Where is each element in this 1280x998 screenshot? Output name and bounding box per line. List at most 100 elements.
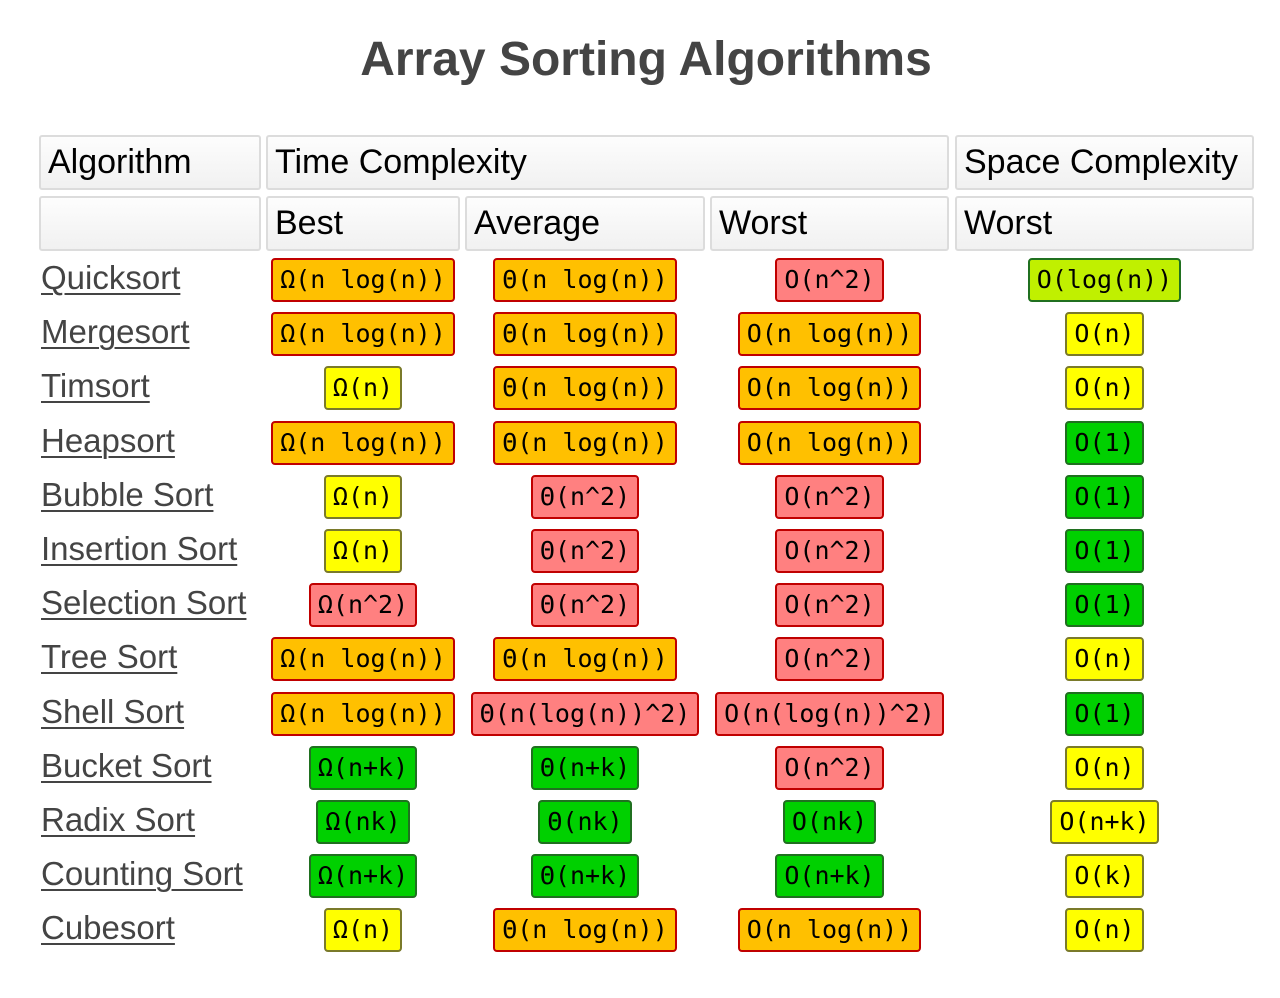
space-cell: O(n): [955, 741, 1254, 795]
complexity-badge: Θ(n+k): [530, 745, 640, 790]
space-cell: O(n): [955, 361, 1254, 415]
best-cell: Ω(n+k): [266, 741, 460, 795]
algorithm-link[interactable]: Bucket Sort: [41, 746, 212, 784]
worst-cell: O(n(log(n))^2): [710, 687, 949, 741]
complexity-badge: O(nk): [782, 800, 877, 844]
worst-cell: O(n log(n)): [710, 307, 949, 361]
algorithm-link[interactable]: Shell Sort: [41, 692, 185, 730]
algorithm-link[interactable]: Heapsort: [41, 421, 175, 459]
complexity-badge: Θ(n log(n)): [493, 366, 677, 411]
complexity-badge: O(k): [1065, 854, 1144, 899]
complexity-badge: Θ(n log(n)): [493, 637, 677, 682]
average-cell: Θ(n log(n)): [465, 307, 705, 361]
space-cell: O(n+k): [955, 795, 1254, 849]
complexity-badge: Ω(n): [323, 474, 403, 519]
best-cell: Ω(n): [266, 361, 460, 415]
complexity-badge: O(n(log(n))^2): [715, 691, 944, 736]
complexity-badge: O(n): [1065, 637, 1144, 682]
average-cell: Θ(n^2): [465, 524, 705, 578]
worst-cell: O(n^2): [710, 632, 949, 686]
algorithm-link[interactable]: Cubesort: [41, 909, 175, 947]
complexity-badge: O(n^2): [775, 474, 884, 519]
algorithm-link[interactable]: Tree Sort: [41, 638, 178, 676]
average-cell: Θ(n^2): [465, 578, 705, 632]
algorithm-link[interactable]: Insertion Sort: [41, 530, 238, 567]
algorithm-link[interactable]: Bubble Sort: [41, 475, 214, 513]
space-cell: O(1): [955, 416, 1254, 470]
complexity-badge: O(1): [1065, 529, 1144, 573]
space-cell: O(log(n)): [955, 253, 1254, 307]
complexity-badge: Θ(n(log(n))^2): [470, 691, 700, 736]
best-cell: Ω(n log(n)): [266, 253, 460, 307]
complexity-badge: Ω(n log(n)): [271, 312, 455, 357]
algorithm-link[interactable]: Radix Sort: [41, 801, 196, 838]
worst-cell: O(n^2): [710, 253, 949, 307]
space-cell: O(k): [955, 849, 1254, 903]
best-cell: Ω(nk): [266, 795, 460, 849]
space-cell: O(1): [955, 524, 1254, 578]
complexity-badge: O(n): [1065, 908, 1144, 953]
page-title: Array Sorting Algorithms: [360, 33, 932, 86]
complexity-badge: O(n log(n)): [737, 908, 922, 953]
complexity-badge: Θ(n log(n)): [493, 258, 677, 302]
space-cell: O(1): [955, 578, 1254, 632]
header-best: Best: [266, 196, 460, 251]
best-cell: Ω(n): [266, 903, 460, 957]
complexity-badge: O(n log(n)): [737, 312, 922, 357]
algorithm-link[interactable]: Quicksort: [41, 259, 181, 296]
complexity-badge: Ω(n+k): [308, 745, 418, 790]
complexity-badge: Ω(n+k): [308, 854, 418, 899]
space-cell: O(1): [955, 687, 1254, 741]
average-cell: Θ(n+k): [465, 741, 705, 795]
header-empty: [39, 196, 261, 251]
best-cell: Ω(n log(n)): [266, 416, 460, 470]
complexity-badge: O(n+k): [1050, 800, 1159, 844]
space-cell: O(1): [955, 470, 1254, 524]
header-worst: Worst: [710, 196, 949, 251]
complexity-badge: Ω(n log(n)): [271, 420, 455, 465]
complexity-badge: Θ(n log(n)): [493, 908, 677, 953]
header-time-complexity: Time Complexity: [266, 135, 949, 190]
algorithm-link[interactable]: Timsort: [41, 367, 150, 405]
complexity-badge: Ω(n): [323, 908, 403, 953]
average-cell: Θ(n+k): [465, 849, 705, 903]
algorithm-link[interactable]: Counting Sort: [41, 855, 243, 893]
best-cell: Ω(n^2): [266, 578, 460, 632]
complexity-badge: O(n^2): [775, 637, 884, 682]
complexity-badge: Θ(n+k): [530, 854, 640, 899]
best-cell: Ω(n+k): [266, 849, 460, 903]
space-cell: O(n): [955, 307, 1254, 361]
header-average: Average: [465, 196, 705, 251]
complexity-badge: O(n^2): [775, 583, 884, 628]
complexity-badge: Θ(n log(n)): [493, 312, 677, 357]
complexity-badge: O(n log(n)): [737, 366, 922, 411]
worst-cell: O(n log(n)): [710, 903, 949, 957]
worst-cell: O(nk): [710, 795, 949, 849]
average-cell: Θ(n log(n)): [465, 632, 705, 686]
complexity-badge: Ω(n): [323, 529, 403, 573]
complexity-badge: O(n): [1065, 312, 1144, 357]
worst-cell: O(n log(n)): [710, 361, 949, 415]
header-algorithm: Algorithm: [39, 135, 261, 190]
complexity-badge: O(n^2): [775, 529, 884, 573]
complexity-badge: Θ(n^2): [530, 474, 640, 519]
algorithm-link[interactable]: Selection Sort: [41, 584, 247, 622]
complexity-badge: O(n): [1065, 366, 1144, 411]
complexity-badge: Ω(n log(n)): [271, 258, 455, 302]
best-cell: Ω(n log(n)): [266, 307, 460, 361]
complexity-badge: O(1): [1065, 583, 1144, 628]
average-cell: Θ(n(log(n))^2): [465, 687, 705, 741]
worst-cell: O(n^2): [710, 470, 949, 524]
complexity-badge: Θ(n^2): [530, 529, 640, 573]
average-cell: Θ(n^2): [465, 470, 705, 524]
best-cell: Ω(n log(n)): [266, 632, 460, 686]
header-space-worst: Worst: [955, 196, 1254, 251]
worst-cell: O(n^2): [710, 524, 949, 578]
space-cell: O(n): [955, 903, 1254, 957]
complexity-badge: O(n log(n)): [737, 420, 922, 465]
complexity-badge: O(n^2): [775, 258, 884, 302]
algorithm-link[interactable]: Mergesort: [41, 313, 190, 351]
worst-cell: O(n^2): [710, 741, 949, 795]
complexity-badge: O(n^2): [775, 745, 884, 790]
worst-cell: O(n log(n)): [710, 416, 949, 470]
